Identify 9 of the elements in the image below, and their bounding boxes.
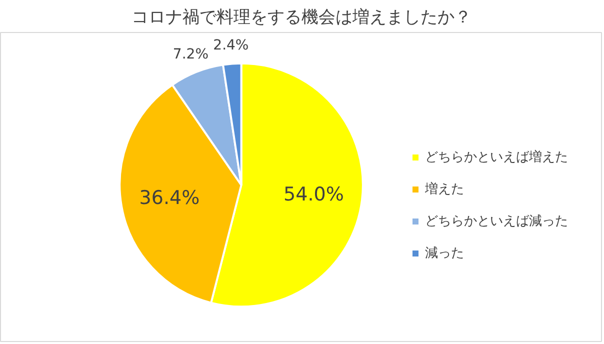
legend-label: どちらかといえば減った xyxy=(425,213,568,230)
legend-label: 減った xyxy=(425,245,464,262)
data-label: 2.4% xyxy=(213,37,249,54)
data-label: 36.4% xyxy=(139,187,200,210)
chart-title: コロナ禍で料理をする機会は増えましたか？ xyxy=(132,8,472,28)
data-label: 54.0% xyxy=(284,183,344,206)
data-label: 7.2% xyxy=(172,46,209,63)
legend-label: どちらかといえば増えた xyxy=(425,148,568,166)
legend-label: 増えた xyxy=(425,180,464,198)
